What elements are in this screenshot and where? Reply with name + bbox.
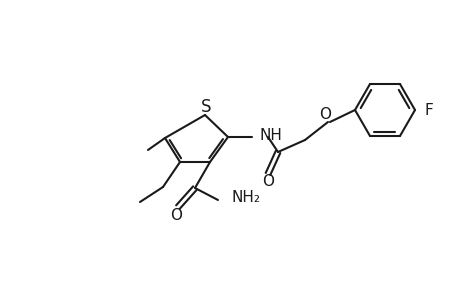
Text: NH: NH (259, 128, 282, 142)
Text: O: O (262, 175, 274, 190)
Text: F: F (424, 103, 433, 118)
Text: NH₂: NH₂ (231, 190, 260, 206)
Text: O: O (318, 106, 330, 122)
Text: O: O (170, 208, 182, 223)
Text: S: S (200, 98, 211, 116)
